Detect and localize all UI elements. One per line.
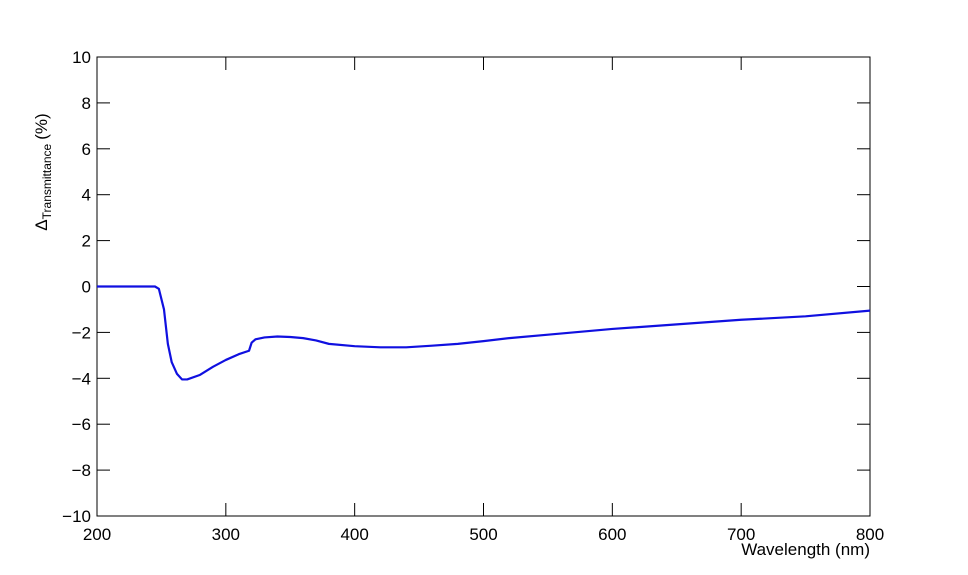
x-tick-label: 400 xyxy=(340,525,368,544)
y-tick-label: −8 xyxy=(72,461,91,480)
y-label-subscript: Transmittance xyxy=(40,143,54,219)
y-tick-label: −6 xyxy=(72,415,91,434)
y-tick-label: 0 xyxy=(82,278,91,297)
y-tick-label: −10 xyxy=(62,507,91,526)
x-tick-label: 800 xyxy=(856,525,884,544)
y-tick-label: 4 xyxy=(82,186,91,205)
y-axis-label: ΔTransmittance (%) xyxy=(32,113,54,230)
y-tick-label: −4 xyxy=(72,369,91,388)
y-tick-label: 2 xyxy=(82,232,91,251)
x-tick-label: 500 xyxy=(469,525,497,544)
x-tick-label: 600 xyxy=(598,525,626,544)
y-tick-label: −2 xyxy=(72,323,91,342)
x-axis-label: Wavelength (nm) xyxy=(741,540,870,559)
x-tick-label: 300 xyxy=(212,525,240,544)
y-tick-label: 6 xyxy=(82,140,91,159)
data-line xyxy=(97,285,871,381)
y-label-symbol: Δ xyxy=(32,219,51,230)
y-tick-label: 8 xyxy=(82,94,91,113)
y-tick-label: 10 xyxy=(72,48,91,67)
y-label-unit: (%) xyxy=(32,113,51,139)
x-tick-label: 200 xyxy=(83,525,111,544)
x-tick-label: 700 xyxy=(727,525,755,544)
plot-frame xyxy=(96,56,871,517)
